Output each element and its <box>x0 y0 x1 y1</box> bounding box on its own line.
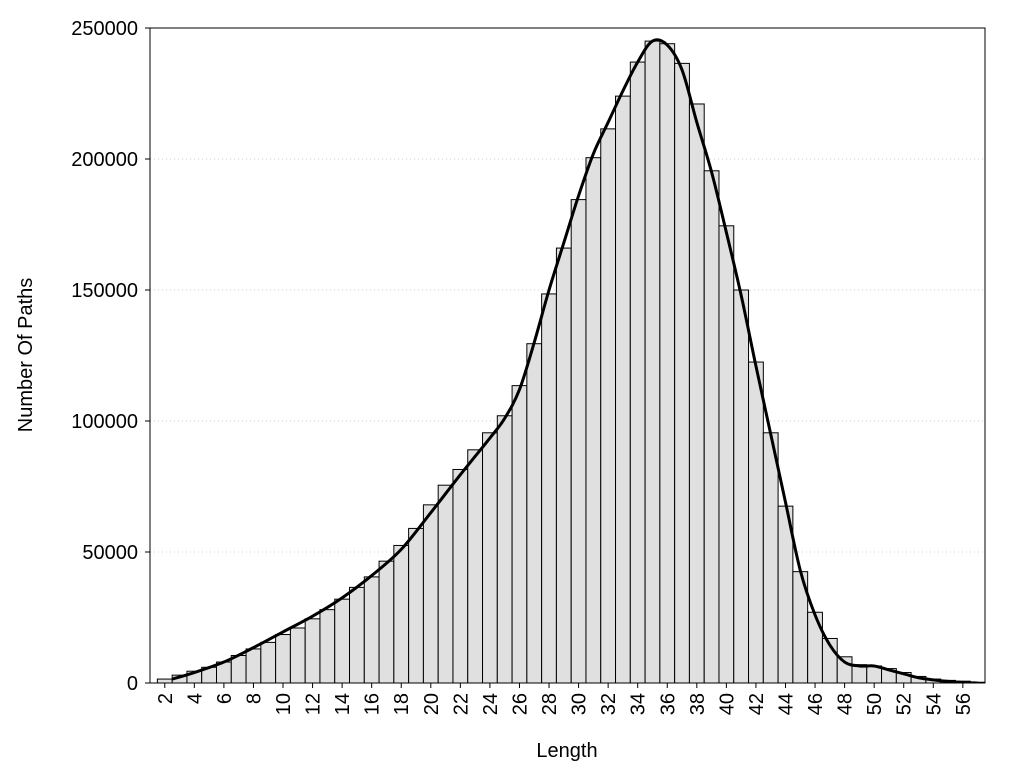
x-tick-label: 18 <box>391 693 413 715</box>
bar <box>319 609 336 683</box>
y-tick-label: 100000 <box>71 411 138 433</box>
bar <box>452 468 469 683</box>
bar <box>674 62 690 683</box>
x-tick-label: 56 <box>953 693 975 715</box>
y-tick-label: 0 <box>127 673 138 695</box>
bar <box>230 654 247 683</box>
x-tick-label: 46 <box>805 693 827 715</box>
bar <box>748 361 764 683</box>
x-tick-label: 22 <box>450 693 472 715</box>
bar <box>718 225 735 683</box>
bar <box>733 289 750 683</box>
bar <box>688 103 705 683</box>
bar <box>378 560 395 683</box>
x-tick-label: 8 <box>243 693 265 704</box>
bar <box>393 544 410 683</box>
x-tick-label: 6 <box>214 693 236 704</box>
x-tick-label: 36 <box>657 693 679 715</box>
bar <box>156 678 173 683</box>
bar <box>644 40 661 683</box>
y-tick-label: 200000 <box>71 149 138 171</box>
bar <box>275 634 291 683</box>
bar <box>408 527 424 683</box>
x-tick-label: 20 <box>421 693 443 715</box>
x-tick-label: 34 <box>628 693 650 715</box>
bar <box>762 432 779 683</box>
bar <box>349 586 365 683</box>
bar <box>260 641 277 683</box>
bar <box>526 343 543 683</box>
bar <box>363 576 380 683</box>
x-tick-label: 44 <box>775 693 797 715</box>
bar <box>659 43 676 683</box>
plot-frame <box>149 27 986 684</box>
bar <box>304 618 321 683</box>
x-tick-label: 28 <box>539 693 561 715</box>
bar <box>585 157 602 683</box>
bar <box>570 199 587 683</box>
x-axis-title: Length <box>536 740 597 762</box>
bar <box>334 598 351 683</box>
x-tick-label: 54 <box>923 693 945 715</box>
x-tick-label: 32 <box>598 693 620 715</box>
bar <box>289 627 306 683</box>
x-tick-label: 50 <box>864 693 886 715</box>
x-tick-label: 48 <box>835 693 857 715</box>
y-tick-label: 50000 <box>82 542 138 564</box>
bar <box>600 128 617 683</box>
x-tick-label: 26 <box>509 693 531 715</box>
bar <box>511 385 528 683</box>
bar <box>496 415 513 683</box>
x-tick-label: 42 <box>746 693 768 715</box>
y-axis-title: Number Of Paths <box>15 278 37 433</box>
bar <box>467 449 484 683</box>
bar <box>629 61 646 683</box>
y-tick-label: 150000 <box>71 280 138 302</box>
bar <box>615 95 631 683</box>
x-tick-label: 12 <box>303 693 325 715</box>
bar <box>807 611 823 683</box>
x-tick-label: 30 <box>569 693 591 715</box>
x-tick-label: 40 <box>716 693 738 715</box>
bar <box>541 293 557 683</box>
bar <box>422 504 439 683</box>
bar <box>437 484 454 683</box>
bar <box>245 648 262 683</box>
y-tick-label: 250000 <box>71 18 138 40</box>
x-tick-label: 38 <box>687 693 709 715</box>
bar <box>482 432 498 683</box>
bar <box>703 170 720 683</box>
x-tick-label: 14 <box>332 693 354 715</box>
x-tick-label: 16 <box>362 693 384 715</box>
x-tick-label: 10 <box>273 693 295 715</box>
bar <box>555 247 572 683</box>
x-tick-label: 24 <box>480 693 502 715</box>
x-tick-label: 2 <box>155 693 177 704</box>
density-line <box>171 38 978 683</box>
x-tick-label: 52 <box>894 693 916 715</box>
x-tick-label: 4 <box>184 693 206 704</box>
